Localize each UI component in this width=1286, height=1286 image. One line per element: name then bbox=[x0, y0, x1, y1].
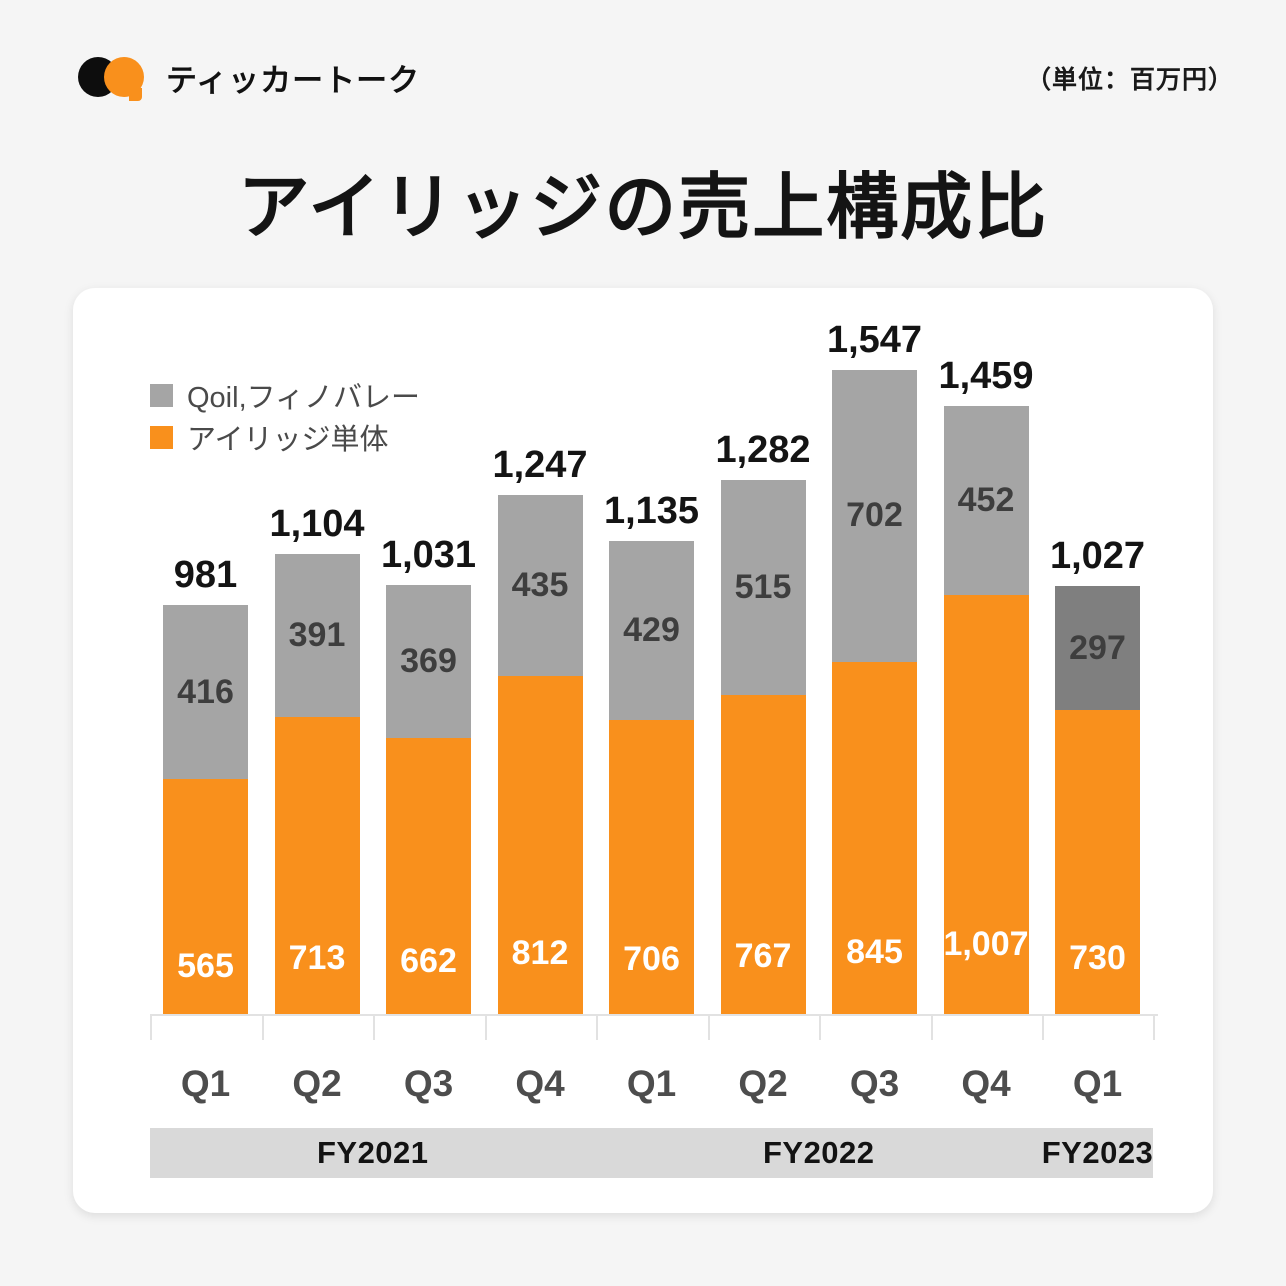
bar-total-label: 1,459 bbox=[938, 355, 1034, 398]
bar-segment-airidge-standalone[interactable]: 706 bbox=[609, 719, 694, 1014]
bar-segment-value: 452 bbox=[957, 480, 1015, 519]
x-axis-quarter-label: Q4 bbox=[961, 1063, 1011, 1104]
logo-circle-orange bbox=[104, 57, 144, 101]
x-axis-tick bbox=[261, 1014, 264, 1040]
bar-segment-value: 713 bbox=[288, 939, 346, 978]
bar-segment-airidge-standalone[interactable]: 713 bbox=[274, 717, 360, 1014]
x-axis-line bbox=[150, 1014, 1158, 1016]
x-axis-tick bbox=[819, 1014, 821, 1040]
x-axis-quarter-label: Q2 bbox=[738, 1063, 788, 1104]
bar-segment-qoil-finnovalley[interactable]: 416 bbox=[163, 605, 248, 779]
legend-item-label: Qoil,フィノバレー bbox=[187, 382, 421, 414]
bar-segment-airidge-standalone[interactable]: 1,007 bbox=[943, 594, 1029, 1014]
x-axis-quarter-label: Q1 bbox=[626, 1063, 677, 1104]
bar-group[interactable]: 1,459 452 1,007 bbox=[938, 355, 1034, 1014]
bar-group[interactable]: 1,031 369 662 bbox=[381, 534, 476, 1014]
bar-segment-qoil-finnovalley[interactable]: 515 bbox=[720, 480, 806, 695]
bar-total-label: 1,031 bbox=[380, 533, 477, 576]
bar-total-label: 1,247 bbox=[492, 443, 588, 486]
speech-bubble-logo-icon bbox=[78, 55, 150, 101]
x-axis-tick bbox=[930, 1014, 933, 1040]
bar-segment-value: 1,007 bbox=[943, 924, 1029, 963]
legend-item-label: アイリッジ単体 bbox=[187, 424, 389, 456]
bar-segment-qoil-finnovalley[interactable]: 452 bbox=[943, 406, 1029, 595]
bar-segment-airidge-standalone[interactable]: 812 bbox=[497, 675, 583, 1014]
fiscal-year-band: FY2021 bbox=[150, 1128, 596, 1178]
x-axis-tick bbox=[484, 1014, 487, 1040]
x-axis-tick bbox=[150, 1014, 152, 1040]
bar-segment-value: 369 bbox=[400, 641, 457, 680]
bar-segment-value: 435 bbox=[511, 565, 569, 604]
bar-segment-value: 297 bbox=[1069, 628, 1126, 667]
bar-group[interactable]: 1,135 429 706 bbox=[604, 490, 699, 1014]
legend-swatch-icon bbox=[150, 425, 173, 449]
bar-segment-airidge-standalone[interactable]: 662 bbox=[386, 738, 471, 1014]
bar-segment-qoil-finnovalley[interactable]: 297 bbox=[1055, 586, 1140, 710]
bar-segment-value: 767 bbox=[734, 936, 792, 975]
bar-segment-airidge-standalone[interactable]: 730 bbox=[1055, 709, 1140, 1014]
fiscal-year-band: FY2023 bbox=[1042, 1128, 1153, 1178]
fiscal-year-label: FY2022 bbox=[762, 1135, 875, 1170]
bar-segment-qoil-finnovalley[interactable]: 435 bbox=[497, 494, 583, 676]
bar-segment-value: 391 bbox=[288, 616, 346, 655]
unit-note: （単位：百万円） bbox=[1025, 66, 1234, 94]
bar-segment-value: 702 bbox=[846, 496, 903, 535]
bar-total-label: 1,135 bbox=[603, 490, 700, 533]
x-axis-tick bbox=[1042, 1014, 1044, 1040]
chart-legend: Qoil,フィノバレー アイリッジ単体 bbox=[150, 374, 420, 458]
bar-segment-qoil-finnovalley[interactable]: 369 bbox=[386, 584, 471, 739]
bar-segment-value: 416 bbox=[177, 672, 234, 711]
bar-segment-value: 812 bbox=[511, 934, 569, 973]
bar-group[interactable]: 1,547 702 845 bbox=[827, 319, 922, 1014]
x-axis-quarter-label: Q2 bbox=[292, 1063, 342, 1104]
bar-segment-value: 565 bbox=[177, 946, 234, 985]
bar-segment-airidge-standalone[interactable]: 845 bbox=[832, 662, 917, 1014]
bar-total-label: 1,547 bbox=[826, 318, 923, 361]
fiscal-year-band: FY2022 bbox=[596, 1128, 1042, 1178]
bar-group[interactable]: 1,247 435 812 bbox=[492, 444, 588, 1014]
x-axis-tick bbox=[596, 1014, 598, 1040]
bar-group[interactable]: 1,282 515 767 bbox=[715, 429, 811, 1014]
legend-item[interactable]: アイリッジ単体 bbox=[150, 416, 420, 458]
legend-item[interactable]: Qoil,フィノバレー bbox=[150, 374, 420, 416]
bar-segment-value: 662 bbox=[400, 941, 457, 980]
brand: ティッカートーク bbox=[78, 46, 420, 108]
bar-segment-qoil-finnovalley[interactable]: 429 bbox=[609, 541, 694, 720]
x-axis-quarter-label: Q1 bbox=[1072, 1063, 1123, 1104]
bar-segment-value: 730 bbox=[1069, 938, 1126, 977]
brand-name: ティッカートーク bbox=[166, 62, 421, 98]
fiscal-year-label: FY2021 bbox=[316, 1135, 429, 1170]
bar-total-label: 1,104 bbox=[269, 503, 365, 546]
x-axis-tick bbox=[373, 1014, 375, 1040]
fiscal-year-label: FY2023 bbox=[1041, 1135, 1154, 1170]
bar-segment-value: 429 bbox=[623, 611, 680, 650]
bar-group[interactable]: 1,027 297 730 bbox=[1050, 535, 1145, 1014]
page-header: ティッカートーク （単位：百万円） bbox=[0, 46, 1286, 108]
x-axis-tick bbox=[707, 1014, 710, 1040]
page-title: アイリッジの売上構成比 bbox=[237, 168, 1049, 248]
bar-segment-airidge-standalone[interactable]: 767 bbox=[720, 694, 806, 1014]
bar-group[interactable]: 1,104 391 713 bbox=[269, 503, 365, 1014]
x-axis-tick bbox=[1153, 1014, 1155, 1040]
bar-total-label: 981 bbox=[173, 554, 238, 597]
bar-segment-value: 515 bbox=[734, 567, 792, 606]
bar-total-label: 1,027 bbox=[1049, 535, 1146, 578]
bar-segment-qoil-finnovalley[interactable]: 391 bbox=[274, 554, 360, 718]
legend-swatch-icon bbox=[150, 383, 173, 407]
x-axis-quarter-label: Q1 bbox=[180, 1063, 231, 1104]
chart-plot-area: 981 416 565 Q1 1,104 391 713 Q2 1,031 369 662 Q3 1,2… bbox=[73, 288, 1213, 1213]
chart-card: Qoil,フィノバレー アイリッジ単体 981 416 565 Q1 1,104 391 71… bbox=[73, 288, 1213, 1213]
x-axis-quarter-label: Q3 bbox=[849, 1063, 900, 1104]
bar-segment-value: 845 bbox=[846, 932, 903, 971]
x-axis-quarter-label: Q3 bbox=[403, 1063, 454, 1104]
bar-total-label: 1,282 bbox=[715, 429, 811, 472]
x-axis-quarter-label: Q4 bbox=[515, 1063, 565, 1104]
bar-segment-qoil-finnovalley[interactable]: 702 bbox=[832, 369, 917, 663]
bar-group[interactable]: 981 416 565 bbox=[163, 554, 248, 1014]
bar-segment-value: 706 bbox=[623, 939, 680, 978]
bar-segment-airidge-standalone[interactable]: 565 bbox=[163, 778, 248, 1014]
